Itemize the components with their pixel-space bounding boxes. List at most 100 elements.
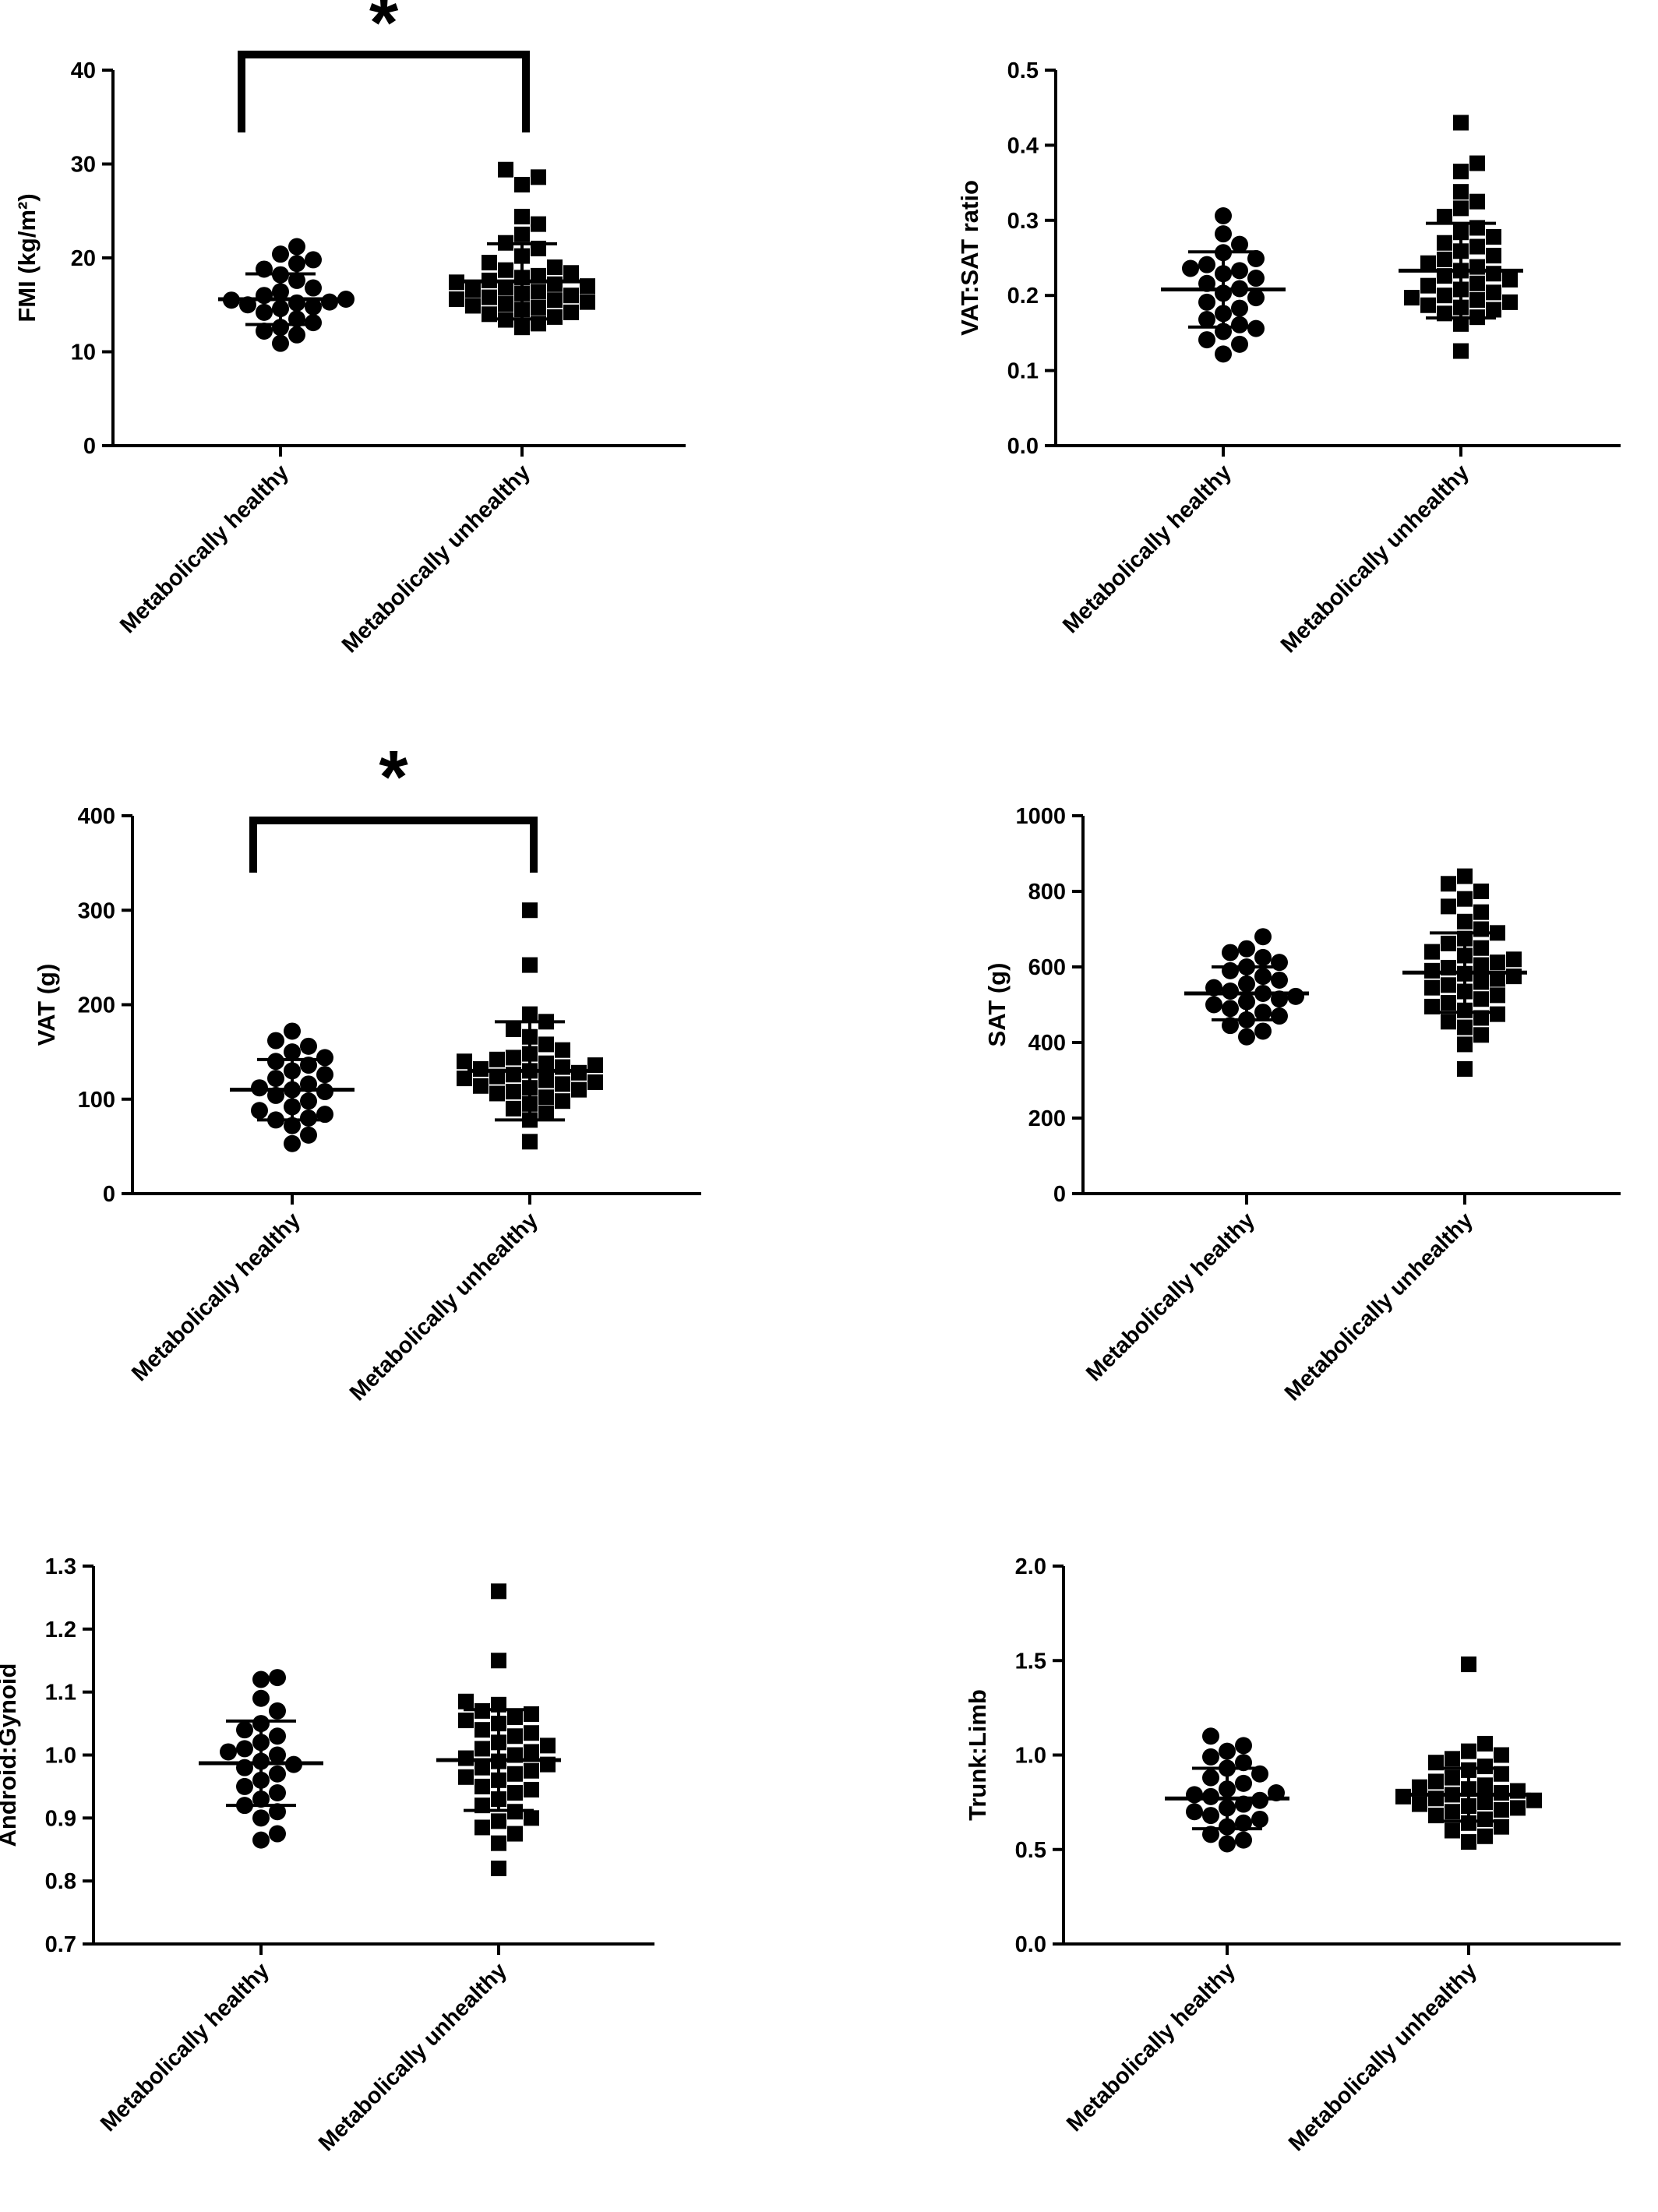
y-tick-label: 0 (1053, 1182, 1066, 1207)
data-point (251, 1102, 268, 1120)
data-point (1198, 293, 1215, 311)
x-category-label: Metabolically healthy (1058, 460, 1236, 638)
data-point (1494, 1819, 1509, 1835)
data-point (272, 334, 289, 352)
data-point (506, 1050, 521, 1066)
data-point (524, 1810, 539, 1826)
data-point (547, 309, 563, 325)
data-point (1445, 1751, 1460, 1767)
data-point (514, 208, 530, 224)
data-point (267, 1053, 284, 1071)
y-tick-label: 0.4 (1007, 133, 1039, 158)
data-point (288, 294, 305, 312)
data-point (1453, 316, 1469, 332)
data-point (1251, 1810, 1268, 1828)
data-point (1473, 1027, 1489, 1043)
data-point (1477, 1777, 1493, 1794)
data-point (506, 1084, 521, 1100)
data-point (1202, 1748, 1219, 1766)
data-point (1202, 1727, 1219, 1745)
data-point (1453, 164, 1469, 180)
y-tick-label: 200 (1028, 1106, 1066, 1131)
data-point (1215, 225, 1232, 243)
data-point (288, 271, 305, 289)
data-point (1182, 259, 1199, 277)
data-point (538, 1105, 554, 1121)
data-point (1222, 983, 1239, 1000)
y-axis-label: Trunk:Limb (964, 1689, 991, 1821)
series-healthy (1205, 928, 1304, 1046)
data-point (284, 1043, 301, 1061)
data-point (555, 1076, 570, 1092)
y-tick-label: 0.7 (45, 1932, 76, 1957)
data-point (1437, 208, 1452, 224)
data-point (1231, 316, 1248, 333)
data-point (514, 177, 530, 193)
series-unhealthy (1395, 1656, 1542, 1850)
data-point (1445, 1804, 1460, 1820)
data-point (498, 296, 513, 312)
data-point (507, 1709, 523, 1725)
data-point (1486, 266, 1501, 282)
panel-2: 0.0 0.1 0.2 0.3 0.4 0.5 VAT:SAT ratio Metabolic… (956, 58, 1621, 658)
y-tick-label: 1.2 (45, 1618, 76, 1642)
data-point (507, 1728, 523, 1745)
data-point (1453, 343, 1469, 359)
y-tick-label: 1.3 (45, 1554, 76, 1579)
data-point (1473, 957, 1489, 973)
data-point (272, 245, 289, 263)
data-point (1412, 1779, 1427, 1795)
data-point (491, 1583, 506, 1600)
y-tick-label: 40 (71, 58, 96, 83)
data-point (524, 1744, 539, 1760)
data-point (1461, 1743, 1476, 1759)
data-point (1457, 913, 1473, 930)
data-point (1494, 1747, 1509, 1763)
data-point (1271, 1007, 1288, 1025)
data-point (267, 1032, 284, 1050)
data-point (1254, 968, 1272, 986)
data-point (1445, 1769, 1460, 1786)
data-point (1506, 951, 1522, 968)
series-healthy (1182, 207, 1265, 363)
y-tick-label: 400 (78, 804, 115, 829)
data-point (1395, 1788, 1411, 1805)
data-point (1420, 297, 1436, 313)
x-category-label: Metabolically healthy (127, 1208, 305, 1386)
data-point (1441, 935, 1456, 951)
data-point (587, 1074, 603, 1090)
data-point (1473, 991, 1489, 1007)
y-tick-label: 10 (71, 340, 96, 365)
data-point (524, 1762, 539, 1779)
data-point (457, 1071, 472, 1087)
data-point (1238, 1028, 1255, 1046)
y-tick-label: 0.0 (1015, 1932, 1046, 1957)
data-point (1428, 1808, 1444, 1824)
data-point (465, 298, 481, 314)
y-tick-label: 0.8 (45, 1869, 76, 1894)
data-point (1424, 979, 1440, 996)
y-tick-label: 1.0 (45, 1744, 76, 1769)
data-point (1486, 248, 1501, 264)
y-tick-label: 0.1 (1007, 359, 1039, 384)
data-point (269, 1669, 286, 1687)
data-point (1222, 961, 1239, 979)
data-point (563, 288, 579, 304)
data-point (1473, 904, 1489, 920)
data-point (284, 1022, 301, 1040)
data-point (1490, 987, 1505, 1004)
data-point (531, 216, 546, 232)
data-point (465, 281, 481, 298)
data-point (1205, 996, 1222, 1014)
data-point (305, 314, 322, 332)
y-tick-label: 200 (78, 993, 115, 1018)
data-point (571, 1081, 587, 1098)
data-point (1453, 200, 1469, 217)
data-point (1486, 229, 1501, 245)
data-point (498, 280, 513, 296)
data-point (269, 1702, 286, 1720)
data-point (531, 169, 546, 185)
data-point (1457, 1060, 1473, 1077)
data-point (473, 1078, 489, 1094)
x-category-label: Metabolically healthy (1081, 1208, 1260, 1386)
